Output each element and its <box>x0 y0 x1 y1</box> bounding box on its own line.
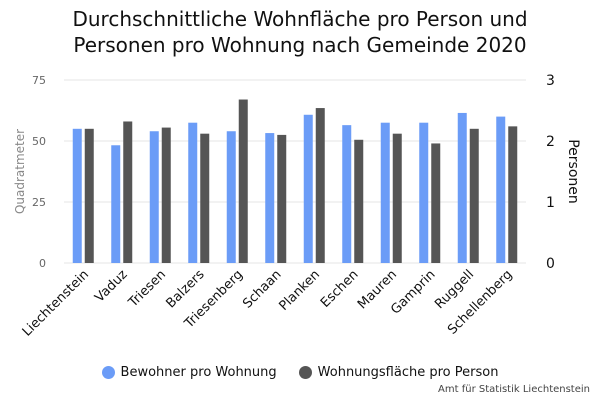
bar-wohnungsflaeche-pro-person <box>200 133 210 263</box>
legend-label-wohnflaeche: Wohnungsfläche pro Person <box>317 364 499 380</box>
bar-bewohner-pro-wohnung <box>419 122 429 263</box>
bar-wohnungsflaeche-pro-person <box>84 128 94 263</box>
bar-bewohner-pro-wohnung <box>303 114 313 264</box>
x-category-label: Eschen <box>318 267 362 311</box>
bar-bewohner-pro-wohnung <box>111 145 121 263</box>
bar-wohnungsflaeche-pro-person <box>277 134 287 263</box>
bar-bewohner-pro-wohnung <box>188 122 198 263</box>
legend-item-bewohner[interactable]: Bewohner pro Wohnung <box>101 364 277 380</box>
bar-bewohner-pro-wohnung <box>149 131 159 263</box>
chart-title-line-1: Durchschnittliche Wohnfläche pro Person … <box>72 7 528 31</box>
source-credit: Amt für Statistik Liechtenstein <box>438 384 590 395</box>
bar-bewohner-pro-wohnung <box>342 125 352 263</box>
bar-bewohner-pro-wohnung <box>496 116 506 263</box>
chart-title-line-2: Personen pro Wohnung nach Gemeinde 2020 <box>73 33 527 57</box>
legend-label-bewohner: Bewohner pro Wohnung <box>120 364 277 380</box>
y-right-axis-title: Personen <box>565 139 581 204</box>
bar-wohnungsflaeche-pro-person <box>315 108 325 263</box>
bar-wohnungsflaeche-pro-person <box>238 99 248 264</box>
bar-wohnungsflaeche-pro-person <box>392 133 402 263</box>
chart-title: Durchschnittliche Wohnfläche pro Person … <box>0 6 600 58</box>
bar-wohnungsflaeche-pro-person <box>354 139 364 263</box>
y-left-tick-label: 50 <box>32 135 46 148</box>
y-left-tick-label: 75 <box>32 74 46 87</box>
y-right-tick-label: 3 <box>546 73 555 89</box>
y-left-axis-title: Quadratmeter <box>13 129 27 214</box>
x-category-label: Triesen <box>125 267 169 311</box>
legend-swatch-wohnflaeche <box>298 365 312 379</box>
bar-wohnungsflaeche-pro-person <box>431 143 441 263</box>
chart-legend: Bewohner pro Wohnung Wohnungsfläche pro … <box>0 361 600 383</box>
x-category-label: Liechtenstein <box>20 267 92 339</box>
bar-wohnungsflaeche-pro-person <box>508 126 518 263</box>
bar-bewohner-pro-wohnung <box>226 131 236 263</box>
legend-swatch-bewohner <box>101 365 115 379</box>
y-left-tick-label: 25 <box>32 196 46 209</box>
legend-item-wohnflaeche[interactable]: Wohnungsfläche pro Person <box>298 364 499 380</box>
bar-bewohner-pro-wohnung <box>380 122 390 263</box>
y-left-tick-label: 0 <box>39 257 46 270</box>
x-category-label: Planken <box>276 267 323 314</box>
y-right-tick-label: 1 <box>546 195 555 211</box>
bar-bewohner-pro-wohnung <box>265 133 275 263</box>
bar-wohnungsflaeche-pro-person <box>123 121 133 263</box>
y-right-tick-label: 2 <box>546 134 555 150</box>
bar-wohnungsflaeche-pro-person <box>469 128 479 263</box>
bar-bewohner-pro-wohnung <box>457 112 467 263</box>
bar-bewohner-pro-wohnung <box>72 128 82 263</box>
y-right-tick-label: 0 <box>546 256 555 272</box>
bar-wohnungsflaeche-pro-person <box>161 127 171 263</box>
